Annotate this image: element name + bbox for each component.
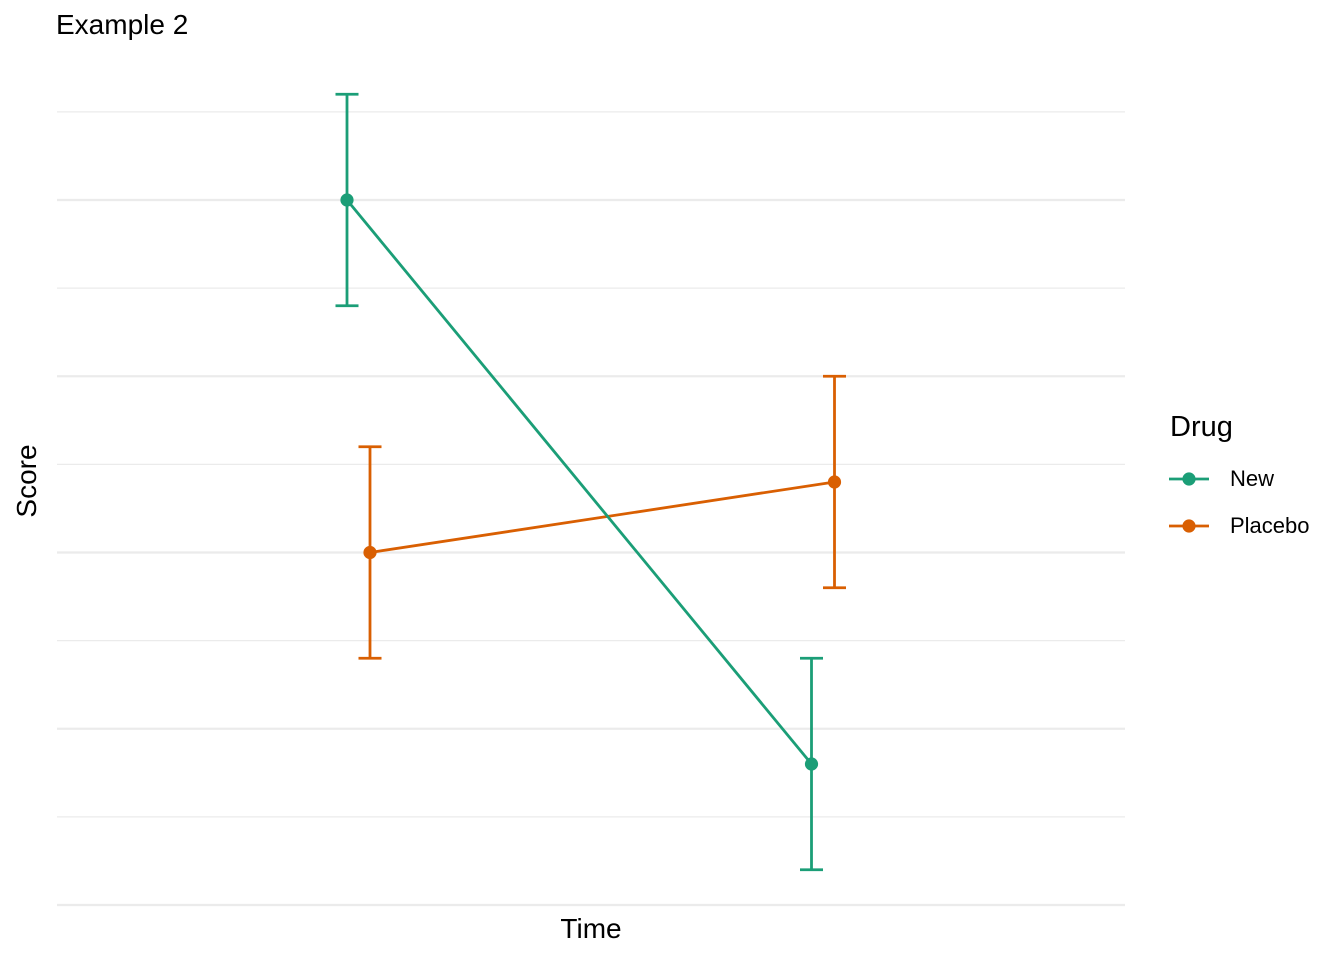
legend-item-label: Placebo (1230, 513, 1310, 538)
legend-item-new: New (1168, 464, 1310, 494)
legend: Drug New Placebo (1168, 410, 1310, 558)
legend-items: New Placebo (1168, 464, 1310, 541)
legend-key-new-icon (1169, 472, 1209, 486)
chart-title: Example 2 (56, 9, 189, 40)
legend-item-placebo: Placebo (1168, 511, 1310, 541)
data-point-placebo (363, 545, 377, 560)
data-point-new (804, 757, 819, 771)
data-point-placebo (827, 475, 842, 489)
legend-title: Drug (1170, 411, 1233, 443)
x-axis-label: Time (560, 913, 622, 944)
legend-item-label: New (1230, 466, 1275, 491)
data-point-new (340, 193, 354, 207)
series-line-placebo (369, 480, 835, 554)
y-axis-label: Score (11, 444, 42, 518)
series-line-new (345, 199, 813, 765)
legend-key-placebo-icon (1169, 519, 1209, 533)
